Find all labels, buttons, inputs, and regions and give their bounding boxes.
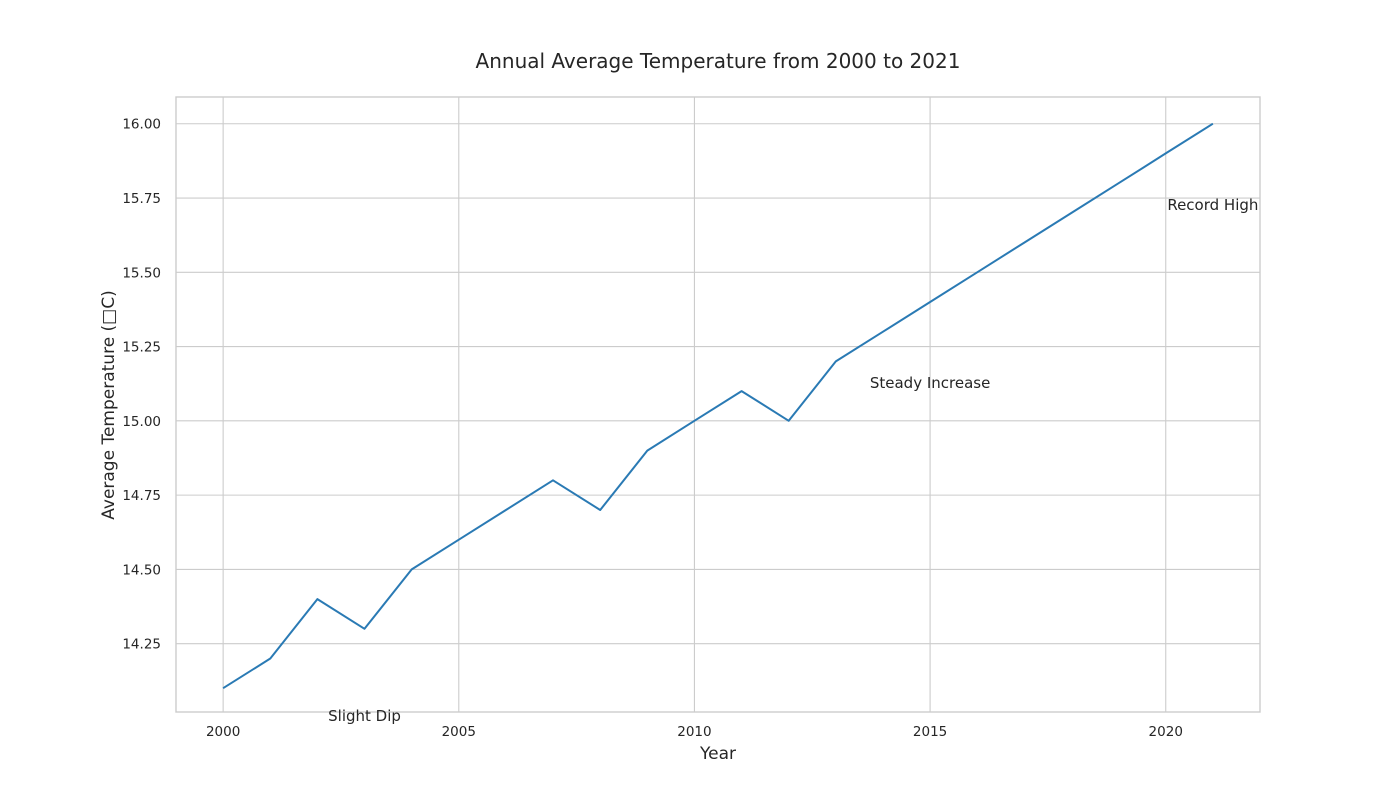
chart-title: Annual Average Temperature from 2000 to … — [476, 49, 961, 73]
y-tick-label: 14.25 — [122, 637, 161, 653]
annotations: Slight Dip Steady Increase Record High — [328, 196, 1258, 725]
y-tick-label: 14.50 — [122, 562, 161, 578]
y-tick-label: 16.00 — [122, 117, 161, 133]
x-tick-label: 2010 — [677, 724, 711, 740]
series-line — [222, 122, 1214, 690]
y-tick-label: 15.00 — [122, 414, 161, 430]
tick-labels: 2000 2005 2010 2015 2020 14.25 14.50 14.75 15.00… — [122, 117, 1183, 740]
y-tick-label: 15.50 — [122, 265, 161, 281]
y-tick-label: 15.75 — [122, 191, 161, 207]
series-layer — [222, 122, 1214, 690]
plot-frame — [175, 96, 1261, 713]
x-tick-label: 2020 — [1149, 724, 1183, 740]
x-tick-label: 2005 — [442, 724, 476, 740]
y-axis-label: Average Temperature (□C) — [99, 290, 119, 520]
grid-lines — [176, 97, 1260, 712]
annotation-label: Record High — [1167, 196, 1258, 214]
annotation-label: Steady Increase — [870, 374, 990, 392]
x-tick-label: 2000 — [206, 724, 240, 740]
y-tick-label: 15.25 — [122, 340, 161, 356]
annotation-label: Slight Dip — [328, 707, 401, 725]
y-tick-label: 14.75 — [122, 488, 161, 504]
x-tick-label: 2015 — [913, 724, 947, 740]
x-axis-label: Year — [699, 744, 736, 764]
